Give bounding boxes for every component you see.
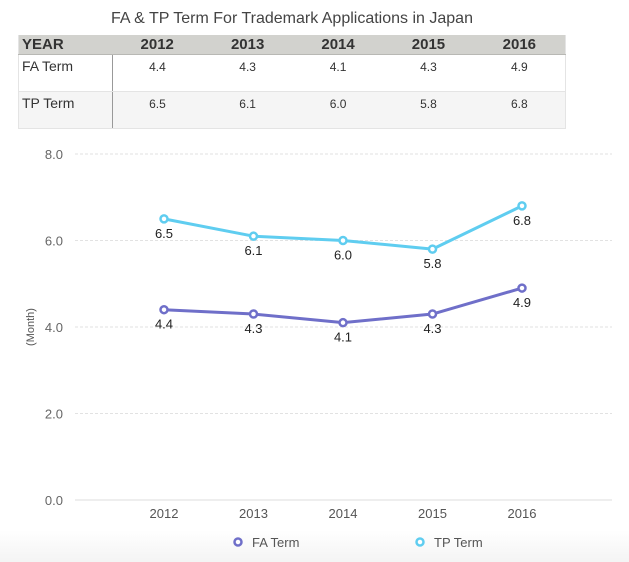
row-label: TP Term [18,91,113,129]
legend-label: TP Term [434,535,483,550]
table-header-row: YEAR 2012 2013 2014 2015 2016 [18,35,566,55]
legend-label: FA Term [252,535,299,550]
table-cell: 4.4 [112,54,203,92]
table-row: TP Term 6.5 6.1 6.0 5.8 6.8 [18,91,566,129]
data-point [248,231,259,241]
table-cell: 4.1 [292,54,384,92]
y-tick-label: 6.0 [45,234,63,249]
data-label: 4.4 [155,317,173,332]
data-label: 4.3 [244,321,262,336]
chart-title: FA & TP Term For Trademark Applications … [111,10,473,27]
y-tick-label: 4.0 [45,320,63,335]
table-cell: 6.1 [202,91,293,129]
x-tick-label: 2014 [329,506,358,521]
data-label: 5.8 [423,256,441,271]
data-label: 6.1 [244,243,262,258]
data-point [159,304,169,315]
table-cell: 4.3 [383,54,474,92]
data-point [517,201,527,211]
table-cell: 6.8 [473,91,566,129]
legend-marker-icon [415,537,425,547]
data-label: 6.8 [513,213,531,228]
data-point [427,244,438,254]
table-header-cell: 2015 [383,35,474,55]
data-label: 4.1 [334,330,352,345]
table-header-cell: 2016 [473,35,566,55]
data-label: 6.0 [334,248,352,263]
table-cell: 4.9 [473,54,566,92]
table-header-cell: 2014 [292,35,384,55]
table-header-cell: 2012 [112,35,203,55]
legend-marker-icon [233,537,243,547]
row-label: FA Term [18,54,113,92]
table-cell: 4.3 [202,54,293,92]
y-tick-label: 8.0 [45,147,63,162]
data-table: YEAR 2012 2013 2014 2015 2016 FA Term 4.… [18,35,566,129]
data-label: 4.9 [513,295,531,310]
table-cell: 6.5 [112,91,203,129]
data-point [159,214,169,224]
table-cell: 6.0 [292,91,384,129]
data-point [248,309,259,319]
table-header-cell: YEAR [18,35,112,55]
data-point [517,283,527,293]
series-line [163,286,523,325]
y-tick-label: 0.0 [45,493,63,508]
x-tick-label: 2013 [239,506,268,521]
table-row: FA Term 4.4 4.3 4.1 4.3 4.9 [18,54,566,92]
y-tick-label: 2.0 [45,407,63,422]
x-tick-label: 2015 [418,506,447,521]
y-axis-label: (Month) [25,308,37,346]
data-point [427,309,438,319]
table-header-cell: 2013 [202,35,293,55]
data-point [338,235,348,246]
x-tick-label: 2012 [150,506,179,521]
table-cell: 5.8 [383,91,474,129]
data-label: 6.5 [155,226,173,241]
data-label: 4.3 [423,321,441,336]
x-tick-label: 2016 [508,506,537,521]
data-point [338,317,348,328]
